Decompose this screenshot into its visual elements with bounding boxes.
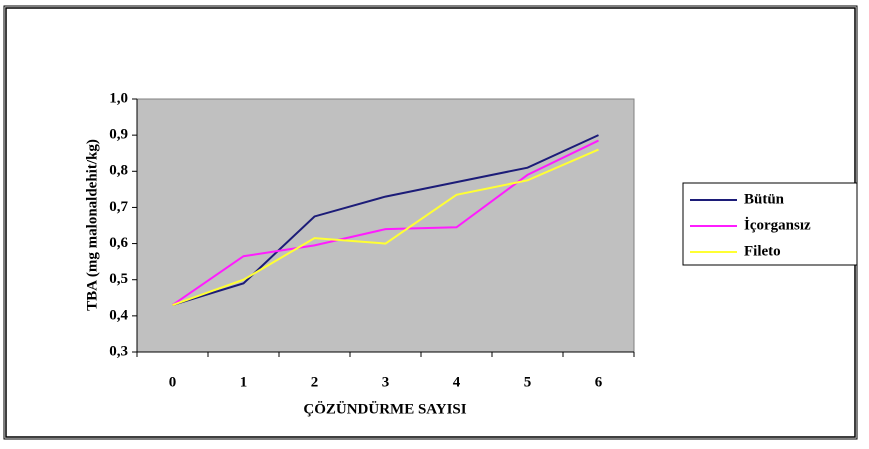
plot-area xyxy=(136,98,635,353)
x-tick-label: 4 xyxy=(453,374,461,390)
y-tick-label: 0,8 xyxy=(109,163,128,179)
x-tick-label: 6 xyxy=(595,374,603,390)
y-tick-label: 0,5 xyxy=(109,271,128,287)
x-axis-label: ÇÖZÜNDÜRME SAYISI xyxy=(303,400,466,417)
x-tick-label: 3 xyxy=(382,374,390,390)
y-axis-label: TBA (mg malonaldehit/kg) xyxy=(84,139,100,311)
series-line xyxy=(172,148,599,306)
x-tick-label: 5 xyxy=(524,374,532,390)
legend-label: Bütün xyxy=(744,191,785,207)
x-tick-label: 0 xyxy=(169,374,177,390)
legend-label: İçorgansız xyxy=(744,216,811,233)
x-tick-label: 2 xyxy=(311,374,319,390)
series-line xyxy=(171,139,599,306)
y-tick-label: 0,9 xyxy=(109,127,128,143)
y-tick-label: 1,0 xyxy=(109,90,128,106)
legend-label: Fileto xyxy=(744,243,781,259)
y-tick-label: 0,4 xyxy=(109,307,128,323)
y-tick-label: 0,3 xyxy=(109,343,128,359)
y-tick-label: 0,6 xyxy=(109,235,128,251)
series-line xyxy=(172,134,599,306)
y-tick-label: 0,7 xyxy=(109,199,128,215)
x-tick-label: 1 xyxy=(240,374,248,390)
